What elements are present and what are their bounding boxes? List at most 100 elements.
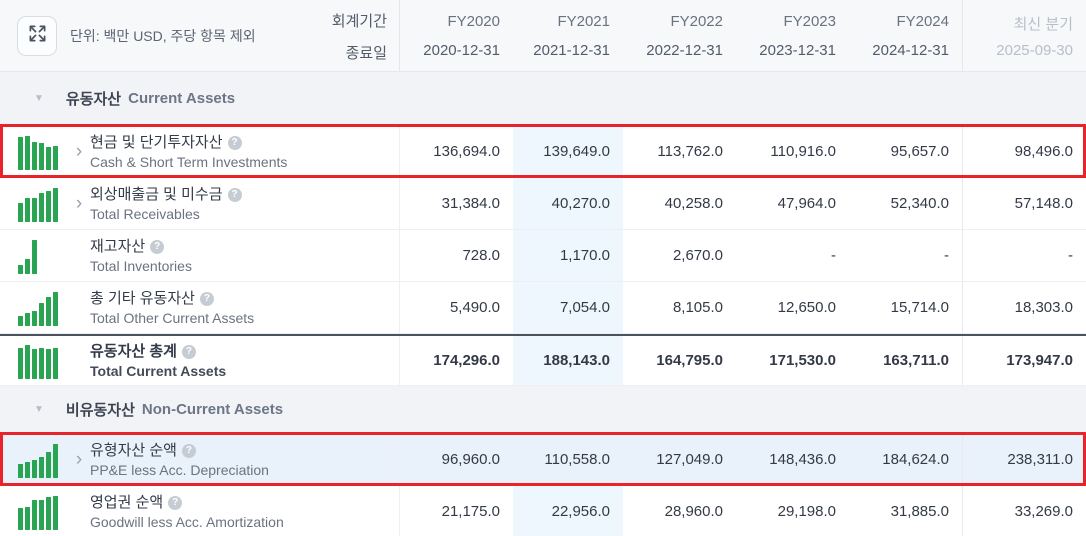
- table-row[interactable]: › 외상매출금 및 미수금? Total Receivables 31,384.0 40…: [0, 178, 1086, 230]
- sparkline-bar: [25, 135, 30, 170]
- sparkline-bar: [25, 312, 30, 326]
- section-title-en: Non-Current Assets: [141, 401, 284, 418]
- value-cell: 15,714.0: [890, 299, 949, 316]
- value-cell: 113,762.0: [657, 143, 723, 160]
- help-icon[interactable]: ?: [150, 239, 165, 254]
- column-fy-label: FY2020: [447, 13, 500, 30]
- value-cell: 22,956.0: [513, 486, 623, 536]
- sparkline-bar: [39, 192, 44, 222]
- expand-chevron-icon[interactable]: ›: [75, 141, 83, 162]
- section-title-ko: 비유동자산: [65, 402, 135, 419]
- header-left-cell: 단위: 백만 USD, 주당 항목 제외 회계기간 종료일: [0, 0, 400, 71]
- sparkline-bar: [18, 264, 23, 274]
- sparkline-bar: [53, 495, 58, 530]
- sparkline-bar: [32, 197, 37, 222]
- column-fy-label: 최신 분기: [1013, 16, 1073, 33]
- help-icon[interactable]: ?: [199, 291, 214, 306]
- sparkline-bar: [32, 239, 37, 274]
- row-label-ko: 현금 및 단기투자자산?: [90, 133, 287, 153]
- help-icon[interactable]: ?: [227, 187, 242, 202]
- sparkline-bar: [18, 507, 23, 530]
- value-cell: 127,049.0: [623, 434, 736, 485]
- row-label-cell: ›총 기타 유동자산?Total Other Current Assets: [0, 282, 400, 333]
- value-cell: 110,916.0: [770, 143, 836, 160]
- trend-sparkline[interactable]: [18, 494, 60, 530]
- column-date-label: 2022-12-31: [646, 42, 723, 59]
- help-icon[interactable]: ?: [181, 443, 196, 458]
- sparkline-bar: [32, 310, 37, 326]
- trend-sparkline[interactable]: [18, 290, 60, 326]
- sparkline-bar: [32, 141, 37, 170]
- expand-chevron-icon[interactable]: ›: [75, 193, 83, 214]
- column-header-fy2022[interactable]: FY2022 2022-12-31: [623, 0, 736, 71]
- row-label-cell: › 외상매출금 및 미수금? Total Receivables: [0, 178, 400, 229]
- trend-sparkline[interactable]: [18, 134, 60, 170]
- column-header-fy2020[interactable]: FY2020 2020-12-31: [400, 0, 513, 71]
- section-header-current-assets[interactable]: ▼ 유동자산 Current Assets: [0, 72, 1086, 126]
- row-label-cell: › 유형자산 순액? PP&E less Acc. Depreciation: [0, 434, 400, 485]
- sparkline-bar: [32, 348, 37, 379]
- row-label-ko: 영업권 순액?: [90, 493, 284, 513]
- row-label-en: Total Current Assets: [90, 362, 227, 379]
- row-labels: 유동자산 총계? Total Current Assets: [90, 342, 226, 380]
- sparkline-bar: [46, 296, 51, 326]
- column-header-fy2023[interactable]: FY2023 2023-12-31: [736, 0, 849, 71]
- sparkline-bar: [53, 187, 58, 222]
- row-label-cell: ›재고자산?Total Inventories: [0, 230, 400, 281]
- section-header-non-current-assets[interactable]: ▼ 비유동자산 Non-Current Assets: [0, 386, 1086, 434]
- help-icon[interactable]: ?: [227, 135, 242, 150]
- value-cell: 110,558.0: [513, 434, 623, 485]
- row-label-en: Total Receivables: [90, 205, 200, 222]
- table-header: 단위: 백만 USD, 주당 항목 제외 회계기간 종료일 FY2020 2020…: [0, 0, 1086, 72]
- value-cell: 171,530.0: [769, 352, 836, 369]
- value-cell: 33,269.0: [962, 486, 1086, 536]
- row-label-cell: ›영업권 순액?Goodwill less Acc. Amortization: [0, 486, 400, 536]
- expand-chevron-icon[interactable]: ›: [75, 449, 83, 470]
- trend-sparkline[interactable]: [18, 186, 60, 222]
- value-cell: -: [944, 247, 949, 264]
- trend-sparkline[interactable]: [18, 238, 60, 274]
- sparkline-bar: [25, 461, 30, 478]
- value-cell: 40,270.0: [513, 178, 623, 229]
- table-row[interactable]: › 현금 및 단기투자자산? Cash & Short Term Investmen…: [0, 124, 1086, 178]
- collapse-triangle-icon[interactable]: ▼: [34, 93, 44, 104]
- sparkline-bar: [18, 202, 23, 222]
- row-label-en: Total Other Current Assets: [90, 309, 255, 326]
- value-cell: 1,170.0: [513, 230, 623, 281]
- sparkline-bar: [46, 451, 51, 478]
- value-cell: 8,105.0: [672, 299, 723, 316]
- value-cell: 238,311.0: [962, 434, 1086, 485]
- unit-label: 단위: 백만 USD, 주당 항목 제외: [70, 27, 256, 44]
- column-header-fy2024[interactable]: FY2024 2024-12-31: [849, 0, 962, 71]
- sparkline-bar: [39, 499, 44, 530]
- trend-sparkline[interactable]: [18, 442, 60, 478]
- value-cell: 728.0: [462, 247, 500, 264]
- sparkline-bar: [18, 315, 23, 326]
- help-icon[interactable]: ?: [181, 344, 196, 359]
- sparkline-bar: [32, 499, 37, 530]
- sparkline-bar: [46, 496, 51, 530]
- column-header-최신-분기[interactable]: 최신 분기 2025-09-30: [962, 0, 1086, 71]
- row-label-ko: 유형자산 순액?: [90, 441, 269, 461]
- value-cell: 96,960.0: [400, 434, 513, 485]
- value-cell: 136,694.0: [433, 143, 500, 160]
- table-row[interactable]: › 유형자산 순액? PP&E less Acc. Depreciation 96,9…: [0, 432, 1086, 486]
- help-icon[interactable]: ?: [168, 495, 183, 510]
- table-body: ▼ 유동자산 Current Assets › 현금 및 단기투자자산? Cash & S…: [0, 72, 1086, 536]
- column-date-label: 2025-09-30: [996, 42, 1073, 59]
- expand-button[interactable]: [17, 15, 57, 56]
- table-row: ›영업권 순액?Goodwill less Acc. Amortization 2…: [0, 486, 1086, 536]
- column-header-fy2021[interactable]: FY2021 2021-12-31: [513, 0, 623, 71]
- value-cell: 173,947.0: [962, 336, 1086, 385]
- sparkline-bar: [25, 197, 30, 222]
- trend-sparkline[interactable]: [18, 343, 60, 379]
- table-row: ›유동자산 총계?Total Current Assets174,296.018…: [0, 334, 1086, 386]
- sparkline-bar: [25, 344, 30, 379]
- value-cell: 18,303.0: [962, 282, 1086, 333]
- sparkline-bar: [53, 443, 58, 478]
- value-cell: -: [962, 230, 1086, 281]
- column-fy-label: FY2021: [557, 13, 610, 30]
- collapse-triangle-icon[interactable]: ▼: [34, 404, 44, 415]
- column-fy-label: FY2023: [783, 13, 836, 30]
- value-cell: 12,650.0: [777, 299, 836, 316]
